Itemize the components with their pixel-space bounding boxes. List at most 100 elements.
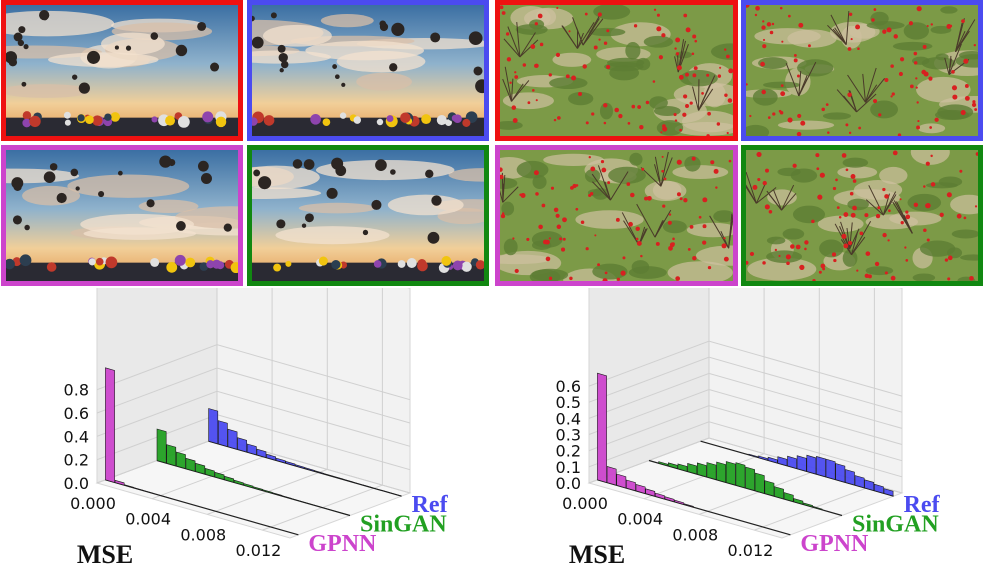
bar-ref [256,448,267,458]
bar-singan [243,483,254,489]
z-tick-label: 0.6 [64,404,89,423]
z-tick-label: 0.2 [64,451,89,470]
bar-ref [314,470,325,475]
series-label-gpnn: GPNN [308,531,377,557]
bar-singan [224,475,234,483]
bar-gpnn [597,372,607,483]
bar-singan [697,462,707,478]
bar-singan [687,463,698,475]
bar-singan [195,462,206,475]
grid-line [96,367,411,424]
poppies-gpnn-image [495,145,738,286]
grid-line [588,405,903,462]
bar-ref [381,490,392,494]
bar-singan [803,502,813,508]
poppies-variant-image [741,145,983,286]
bar-singan [330,509,341,513]
z-tick-label: 0.5 [556,393,581,412]
x-tick-label: 0.008 [672,525,718,544]
x-tick-label: 0.012 [236,541,282,560]
bar-ref [266,453,277,461]
bar-gpnn [153,493,164,497]
bar-singan [282,495,292,500]
z-tick-label: 0.4 [556,409,581,428]
grid-line [96,390,411,447]
bar-ref [275,457,286,464]
bar-singan [716,461,726,483]
bar-singan [706,462,717,480]
bar-ref [227,428,238,450]
bar-gpnn [143,490,154,494]
bar-ref [777,456,788,467]
x-tick-label: 0.008 [180,525,226,544]
bar-gpnn [606,465,617,486]
bar-ref [343,478,354,483]
bar-singan [677,463,688,472]
bar-gpnn [626,479,636,492]
balloons-reference-image [1,0,243,141]
z-tick-label: 0.4 [64,427,89,446]
bar-gpnn [124,484,135,489]
bar-singan [764,480,775,497]
bar-ref [748,453,759,458]
bar-singan [214,471,225,480]
bar-gpnn [664,496,675,503]
bar-gpnn [134,487,144,492]
bar-gpnn [163,495,173,500]
bar-ref [362,484,373,489]
bar-singan [253,486,264,491]
bar-singan [166,444,177,467]
bar-singan [185,457,196,472]
series-label-singan: SinGAN [360,512,447,538]
balloons-gpnn-image [1,145,243,286]
bar-gpnn [114,479,125,486]
bar-ref [796,455,807,472]
bar-singan [291,498,302,502]
poppies-singan-image [741,0,983,141]
bar-singan [311,503,321,508]
grid-line [588,421,903,478]
z-tick-label: 0.6 [556,377,581,396]
bar-ref [835,463,846,483]
x-tick-label: 0.000 [70,494,116,513]
poppies-reference-image [495,0,738,141]
bar-ref [304,467,315,472]
bar-singan [262,489,273,494]
bar-gpnn [674,499,685,505]
grid-line [588,340,903,397]
bar-gpnn [684,503,694,508]
x-tick-label: 0.000 [562,494,608,513]
x-axis-label: MSE [77,540,133,567]
bar-ref [391,492,402,497]
bar-singan [668,462,678,469]
x-tick-label: 0.012 [728,541,774,560]
bar-ref [218,420,228,447]
grid-line [588,388,903,445]
bar-singan [301,501,312,505]
x-tick-label: 0.004 [617,510,663,529]
bar-gpnn [645,488,656,497]
bar-singan [176,451,186,469]
bar-ref [285,461,296,467]
bar-ref [246,443,257,456]
balloons-singan-image [247,0,489,141]
bar-ref [237,437,247,453]
z-tick-label: 0.3 [556,426,581,445]
bar-ref [208,408,219,445]
bar-ref [825,458,836,480]
grid-line [588,372,903,429]
balloons-variant-image [247,145,489,286]
bar-singan [156,428,167,464]
x-axis-label: MSE [569,540,625,567]
bar-ref [864,479,875,491]
z-tick-label: 0.0 [64,474,89,493]
x-tick-label: 0.004 [125,510,171,529]
bar-ref [758,455,769,461]
bar-ref [295,464,305,469]
bar-singan [320,506,331,511]
bar-gpnn [105,367,115,483]
bar-ref [854,475,865,489]
bar-ref [816,456,826,478]
